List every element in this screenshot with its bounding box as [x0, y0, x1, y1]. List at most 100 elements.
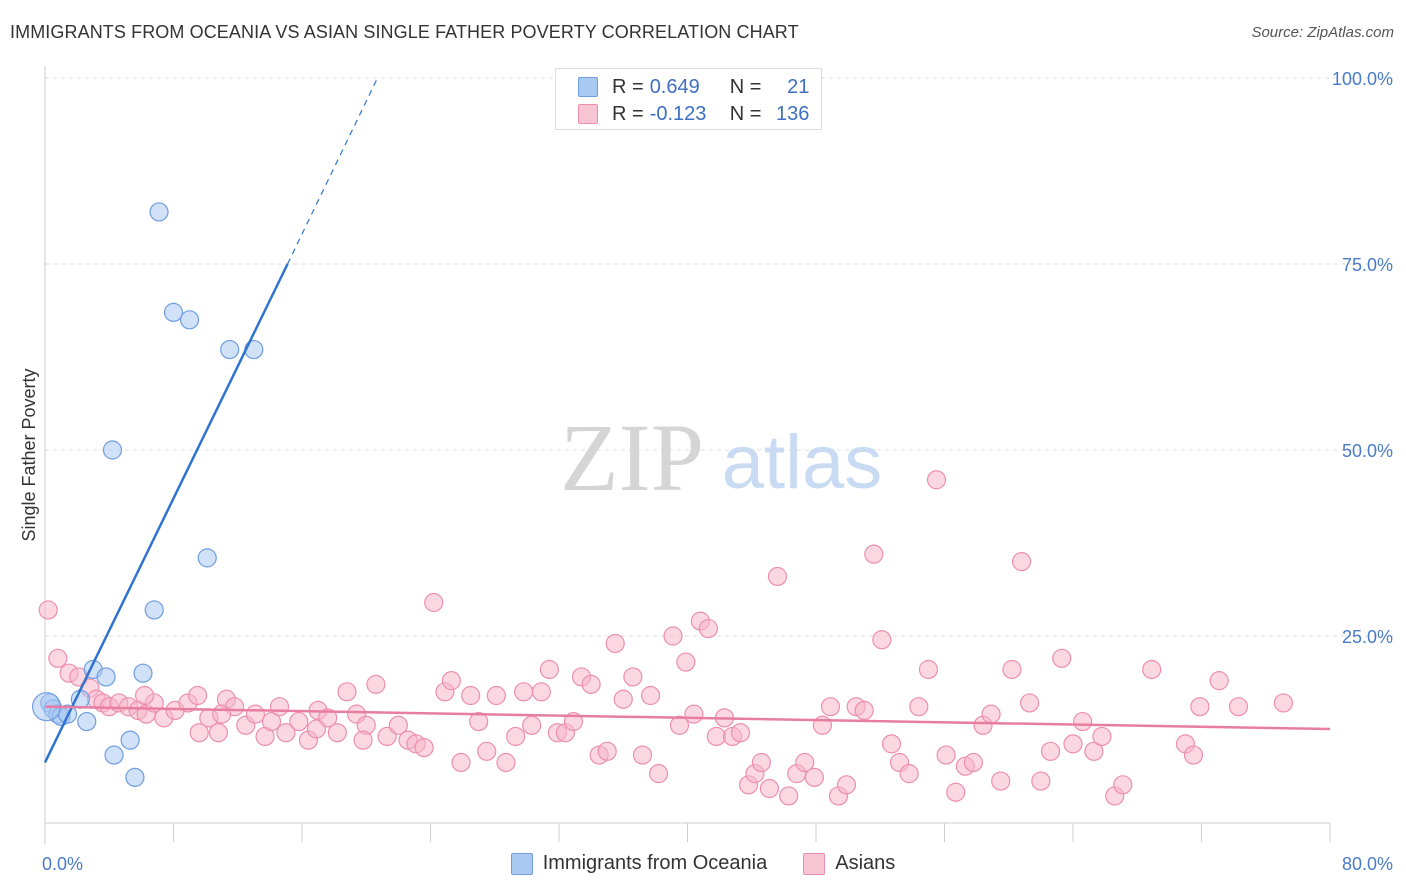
legend-r-value: -0.123	[649, 102, 707, 125]
asians-point	[424, 592, 444, 613]
asians-point	[597, 741, 617, 761]
legend-swatch-blue	[578, 77, 598, 97]
asians-point	[926, 470, 947, 490]
watermark-zip: ZIP	[560, 404, 704, 511]
legend-item-asians[interactable]: Asians	[803, 852, 895, 875]
chart-title: IMMIGRANTS FROM OCEANIA VS ASIAN SINGLE …	[10, 22, 799, 42]
asians-point	[414, 737, 434, 758]
oceania-point	[197, 548, 217, 568]
y-tick-label: 25.0%	[1342, 627, 1393, 647]
asians-point	[514, 682, 534, 702]
asians-point	[208, 723, 229, 743]
asians-point	[353, 730, 373, 750]
asians-point	[388, 715, 408, 735]
asians-point	[506, 726, 526, 747]
oceania-point	[144, 600, 164, 620]
legend-swatch-pink	[803, 852, 826, 875]
legend-r-value: 0.649	[649, 75, 700, 98]
asians-point	[991, 771, 1011, 791]
oceania-point	[179, 310, 200, 330]
asians-point	[605, 633, 625, 654]
y-tick-label: 100.0%	[1332, 69, 1393, 89]
asians-point	[836, 775, 857, 795]
asians-point	[366, 674, 386, 694]
legend-item-oceania[interactable]: Immigrants from Oceania	[510, 852, 768, 875]
asians-point	[899, 764, 919, 784]
asians-points	[38, 470, 1294, 806]
asians-point	[1052, 648, 1072, 668]
legend-row-oceania: R = 0.649 N = 21	[578, 75, 809, 99]
oceania-point	[149, 202, 169, 222]
asians-point	[779, 786, 799, 806]
asians-point	[539, 659, 559, 680]
legend-label-oceania: Immigrants from Oceania	[542, 852, 768, 874]
legend-n-value: 21	[787, 75, 810, 98]
asians-point	[1183, 745, 1204, 765]
y-tick-label: 50.0%	[1342, 441, 1393, 461]
legend-n-label: N =	[729, 75, 762, 98]
asians-point	[872, 630, 892, 650]
asians-point	[187, 685, 208, 706]
asians-point	[441, 671, 461, 691]
asians-point	[730, 723, 751, 743]
legend-row-asians: R = -0.123 N = 136	[578, 102, 809, 126]
asians-point	[48, 648, 68, 668]
legend-label-asians: Asians	[835, 852, 896, 874]
asians-point	[1040, 741, 1061, 761]
asians-point	[1209, 671, 1229, 691]
asians-point	[289, 711, 309, 732]
legend-n-label: N =	[729, 102, 762, 125]
oceania-trendline	[43, 263, 289, 764]
asians-point	[1073, 711, 1093, 732]
asians-point	[640, 685, 661, 706]
asians-point	[909, 697, 929, 717]
asians-point	[189, 723, 209, 743]
asians-point	[706, 726, 727, 747]
asians-point	[1190, 697, 1210, 717]
asians-point	[1273, 693, 1294, 713]
source-label: Source: ZipAtlas.com	[1251, 24, 1394, 41]
asians-point	[276, 723, 296, 743]
asians-point	[881, 734, 902, 754]
y-tick-label: 75.0%	[1342, 255, 1393, 275]
asians-point	[669, 715, 690, 735]
asians-point	[1092, 726, 1112, 747]
asians-point	[245, 704, 266, 724]
asians-point	[1228, 697, 1249, 717]
stats-legend: R = 0.649 N = 21 R = -0.123 N = 136	[555, 68, 822, 130]
asians-point	[795, 752, 815, 773]
x-tick-label: 80.0%	[1342, 854, 1393, 874]
tick-labels: 25.0% 50.0% 75.0% 100.0% 0.0% 80.0%	[42, 69, 1393, 874]
y-axis-label: Single Father Poverty	[19, 368, 39, 541]
asians-point	[963, 752, 984, 773]
oceania-point	[125, 767, 145, 787]
asians-point	[1084, 741, 1104, 761]
axes	[44, 66, 1331, 844]
asians-point	[1002, 659, 1022, 680]
asians-point	[684, 704, 704, 724]
asians-point	[918, 659, 939, 680]
asians-point	[134, 685, 155, 706]
asians-point	[269, 697, 290, 717]
asians-point	[261, 711, 282, 732]
x-tick-label: 0.0%	[42, 854, 83, 874]
asians-point	[469, 711, 489, 732]
legend-r-label: R =	[612, 102, 644, 125]
watermark-atlas: atlas	[722, 420, 883, 505]
trendlines	[43, 77, 1331, 764]
series-legend: Immigrants from Oceania Asians	[0, 852, 1406, 875]
asians-point	[581, 674, 601, 694]
oceania-point	[102, 440, 123, 460]
asians-trendline	[44, 705, 1331, 731]
oceania-point	[244, 339, 264, 360]
asians-point	[648, 764, 669, 784]
asians-point	[477, 741, 497, 761]
asians-point	[451, 752, 471, 773]
asians-point	[531, 682, 551, 702]
oceania-trendline-extension	[287, 77, 379, 265]
oceania-point	[220, 339, 240, 360]
asians-point	[981, 704, 1001, 724]
asians-point	[759, 778, 780, 799]
legend-swatch-pink	[578, 104, 598, 124]
